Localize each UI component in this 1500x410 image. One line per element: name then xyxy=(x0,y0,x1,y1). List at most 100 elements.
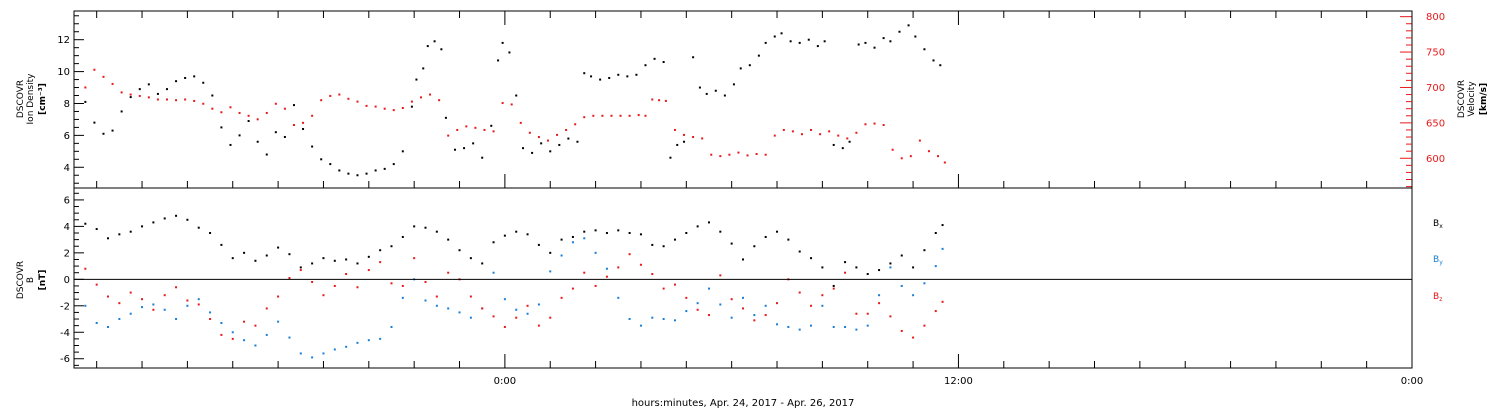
magnetic-field-data-marks xyxy=(84,214,944,359)
field-point-s1-42 xyxy=(560,254,563,257)
plasma-point-s1-82 xyxy=(819,133,822,136)
field-point-s1-9 xyxy=(186,304,189,307)
field-point-s2-6 xyxy=(152,308,155,311)
plasma-point-s0-6 xyxy=(138,88,141,91)
field-point-s1-62 xyxy=(787,325,790,328)
plasma-point-s1-87 xyxy=(864,123,867,126)
plasma-point-s0-26 xyxy=(320,158,323,161)
field-point-s1-24 xyxy=(356,341,359,344)
plasma-point-s0-8 xyxy=(156,92,159,95)
plasma-point-s1-8 xyxy=(156,98,159,101)
field-point-s0-3 xyxy=(118,233,121,236)
plasma-point-s0-46 xyxy=(481,156,484,159)
field-point-s2-53 xyxy=(685,296,688,299)
field-point-s0-73 xyxy=(912,266,915,269)
field-point-s0-43 xyxy=(571,235,574,238)
field-point-s2-1 xyxy=(95,283,98,286)
plasma-point-s1-68 xyxy=(692,136,695,139)
field-point-s0-12 xyxy=(220,243,223,246)
field-point-s2-49 xyxy=(639,263,642,266)
field-point-s1-76 xyxy=(941,247,944,250)
field-point-s2-24 xyxy=(356,286,359,289)
field-point-s2-34 xyxy=(469,295,472,298)
plasma-point-s0-32 xyxy=(374,169,377,172)
field-point-s2-72 xyxy=(900,329,903,332)
field-point-s2-48 xyxy=(628,253,631,256)
field-point-s0-42 xyxy=(560,238,563,241)
field-point-s0-63 xyxy=(798,250,801,253)
plasma-point-s0-50 xyxy=(508,51,511,54)
field-point-s2-35 xyxy=(481,307,484,310)
field-point-s2-25 xyxy=(367,269,370,272)
plasma-point-s1-64 xyxy=(658,99,661,102)
plasma-point-s1-61 xyxy=(637,114,640,117)
plasma-point-s0-1 xyxy=(93,121,96,124)
field-point-s2-20 xyxy=(311,280,314,283)
plasma-point-s1-50 xyxy=(537,136,540,139)
field-point-s1-0 xyxy=(84,304,87,307)
plasma-point-s0-92 xyxy=(857,43,860,46)
plasma-point-s1-81 xyxy=(810,128,813,131)
plasma-point-s1-96 xyxy=(943,161,946,164)
field-point-s1-1 xyxy=(95,322,98,324)
plasma-point-s0-45 xyxy=(472,142,475,145)
field-point-s1-13 xyxy=(231,331,234,334)
field-point-s0-60 xyxy=(764,235,767,238)
plasma-point-s1-70 xyxy=(710,153,713,156)
plasma-point-s1-67 xyxy=(683,133,686,136)
field-point-s1-40 xyxy=(537,303,540,306)
field-point-s2-19 xyxy=(299,269,302,272)
field-point-s0-24 xyxy=(356,262,359,265)
plasma-point-s1-91 xyxy=(900,157,903,160)
field-point-s0-2 xyxy=(107,237,110,240)
plasma-point-s0-37 xyxy=(415,78,418,81)
field-point-s1-51 xyxy=(662,318,665,321)
field-point-s0-59 xyxy=(753,245,756,248)
legend-bx-sub: x xyxy=(1439,223,1443,230)
plasma-point-s1-35 xyxy=(401,106,404,109)
plasma-point-s0-76 xyxy=(723,94,726,97)
plasma-point-s0-75 xyxy=(714,89,717,92)
field-point-s0-67 xyxy=(844,261,847,264)
plasma-point-s1-63 xyxy=(651,98,654,101)
field-point-s0-64 xyxy=(810,257,813,260)
time-tick-label: 12:00 xyxy=(944,376,973,387)
field-point-s1-52 xyxy=(673,319,676,322)
plasma-point-s1-16 xyxy=(229,106,232,109)
field-point-s1-63 xyxy=(798,328,801,331)
plasma-point-s1-45 xyxy=(492,130,495,133)
field-point-s0-46 xyxy=(605,232,608,234)
field-point-s2-29 xyxy=(413,257,416,260)
field-point-s2-36 xyxy=(492,315,495,318)
field-point-s2-12 xyxy=(220,333,223,336)
field-point-s0-65 xyxy=(821,266,824,269)
plasma-panel-frame xyxy=(73,10,1413,189)
plasma-point-s0-72 xyxy=(692,56,695,59)
field-point-s0-51 xyxy=(662,245,665,248)
velocity-axis-label-line3: [km/s] xyxy=(1479,83,1489,115)
field-point-s0-70 xyxy=(878,269,881,272)
density-tick-label: 6 xyxy=(64,131,70,142)
plasma-point-s1-57 xyxy=(601,114,604,117)
field-point-s1-17 xyxy=(277,320,280,323)
field-point-s0-76 xyxy=(941,224,944,227)
plasma-point-s1-11 xyxy=(184,98,187,101)
field-point-s1-69 xyxy=(866,324,869,327)
field-point-s2-5 xyxy=(141,298,144,301)
field-point-s1-56 xyxy=(719,303,722,306)
field-point-s2-44 xyxy=(583,271,586,274)
plasma-point-s0-20 xyxy=(265,153,268,156)
field-point-s1-12 xyxy=(220,322,223,324)
field-point-s2-23 xyxy=(345,273,348,276)
plasma-point-s0-68 xyxy=(662,61,665,64)
field-point-s2-45 xyxy=(594,284,597,287)
plasma-point-s1-54 xyxy=(574,123,577,126)
plasma-point-s0-31 xyxy=(365,172,368,175)
plasma-point-s0-71 xyxy=(683,140,686,143)
plasma-point-s1-19 xyxy=(256,118,259,121)
field-point-s2-65 xyxy=(821,294,824,297)
field-point-s1-46 xyxy=(605,267,608,270)
plasma-point-s1-26 xyxy=(320,99,323,102)
plasma-point-s0-11 xyxy=(184,76,187,79)
plasma-point-s1-85 xyxy=(846,137,849,140)
